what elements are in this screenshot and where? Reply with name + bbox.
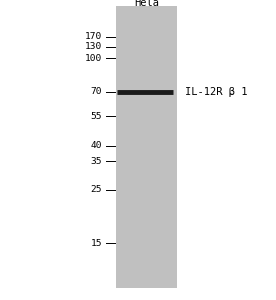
Text: 35: 35 [91,157,102,166]
Text: 15: 15 [91,238,102,247]
Text: IL-12R β 1: IL-12R β 1 [185,86,247,97]
Bar [116,6,177,288]
Text: 25: 25 [91,185,102,194]
Text: 100: 100 [85,54,102,63]
Text: 130: 130 [85,42,102,51]
Text: 55: 55 [91,112,102,121]
Text: 170: 170 [85,32,102,41]
Text: 40: 40 [91,141,102,150]
Text: Hela: Hela [134,0,159,8]
Text: 70: 70 [91,87,102,96]
